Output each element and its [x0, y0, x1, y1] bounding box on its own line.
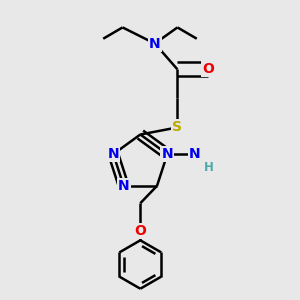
- Text: H: H: [204, 161, 214, 174]
- Text: N: N: [118, 179, 129, 193]
- Text: O: O: [202, 62, 214, 76]
- Text: N: N: [149, 37, 161, 50]
- Text: N: N: [107, 147, 119, 161]
- Text: N: N: [189, 147, 201, 161]
- Text: S: S: [172, 120, 182, 134]
- Text: O: O: [134, 224, 146, 238]
- Text: N: N: [161, 147, 173, 161]
